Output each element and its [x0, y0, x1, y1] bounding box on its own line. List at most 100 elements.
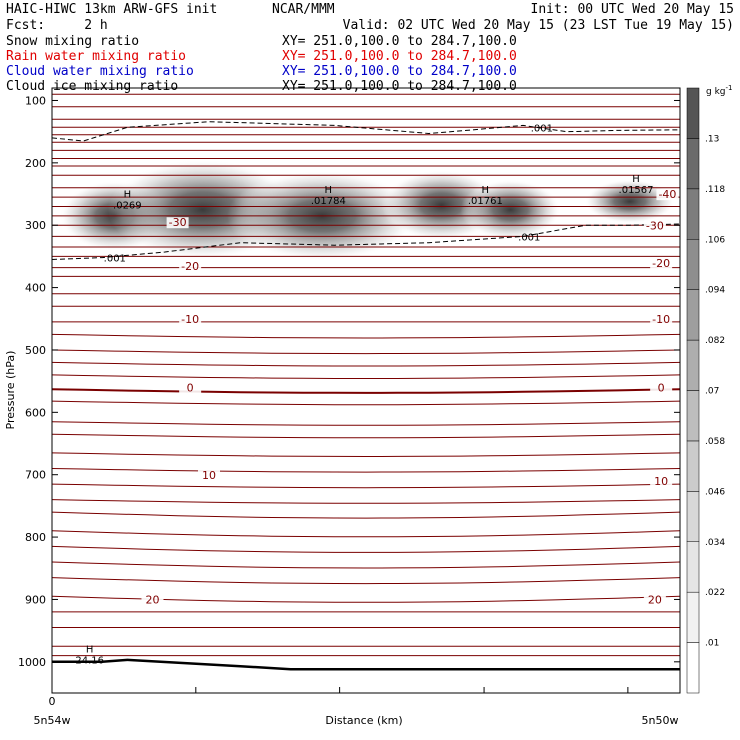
colorbar-swatch	[686, 491, 700, 543]
maximum-marker: H	[325, 185, 333, 196]
upper-dashed-contour	[52, 121, 680, 142]
isotherm-line	[52, 349, 680, 355]
colorbar-swatch	[686, 188, 700, 240]
colorbar-label: .106	[705, 235, 725, 245]
label-bg	[643, 594, 666, 606]
y-axis-label: Pressure (hPa)	[4, 351, 17, 430]
mixing-ratio-label: .001	[518, 232, 540, 243]
freezing-level-line	[52, 388, 680, 394]
colorbar-label: .058	[705, 437, 725, 447]
colorbar-swatch	[686, 239, 700, 290]
y-tick-label: 600	[25, 406, 46, 419]
center-name: NCAR/MMM	[272, 2, 335, 17]
y-tick-label: 400	[25, 282, 46, 295]
colorbar-swatch	[686, 440, 700, 492]
label-bg	[179, 313, 202, 325]
colorbar-label: .13	[705, 134, 719, 144]
mixing-ratio-contours	[52, 121, 680, 671]
isotherm-line	[52, 545, 680, 553]
init-time: Init: 00 UTC Wed 20 May 15	[531, 2, 735, 17]
cloud-shading	[460, 179, 561, 240]
maximum-value: 24.16	[75, 656, 104, 667]
colorbar-swatch	[686, 642, 700, 694]
colorbar-label: .07	[705, 387, 719, 397]
colorbar-label: .118	[705, 185, 725, 195]
x-tick-label: 0	[49, 695, 56, 708]
label-bg	[656, 189, 679, 201]
isotherm-line	[52, 361, 680, 367]
isotherm-line	[52, 333, 680, 339]
valid-time: Valid: 02 UTC Wed 20 May 15 (23 LST Tue …	[343, 18, 734, 33]
field-name: Cloud water mixing ratio	[6, 64, 194, 79]
colorbar-swatch	[686, 138, 700, 190]
x-start-label: 5n54w	[34, 714, 71, 727]
y-tick-label: 100	[25, 94, 46, 107]
temperature-label: 0	[187, 382, 194, 395]
label-bg	[650, 382, 673, 394]
y-tick-label: 1000	[18, 656, 46, 669]
label-bg	[166, 217, 189, 229]
colorbar-swatch	[686, 289, 700, 341]
temperature-label: 0	[658, 382, 665, 395]
maximum-value: .0269	[113, 200, 142, 211]
field-xy: XY= 251.0,100.0 to 284.7,100.0	[282, 34, 517, 49]
label-bg	[650, 476, 673, 488]
contour-labels: -40 -30 -30 -20 -20 -10 -10 0 0 10 10 20 20 .001 .001.…	[75, 123, 679, 667]
maximum-value: .01784	[311, 196, 346, 207]
field-name: Rain water mixing ratio	[6, 49, 186, 64]
y-tick-label: 300	[25, 219, 46, 232]
maximum-value: .01761	[468, 196, 503, 207]
forecast-hour: Fcst: 2 h	[6, 18, 108, 33]
label-bg	[650, 313, 673, 325]
field-xy: XY= 251.0,100.0 to 284.7,100.0	[282, 79, 517, 94]
label-bg	[650, 257, 673, 269]
x-end-label: 5n50w	[642, 714, 679, 727]
colorbar-swatch	[686, 87, 700, 139]
mixing-ratio-label: .001	[104, 254, 126, 265]
title-left: HAIC-HIWC 13km ARW-GFS init	[6, 2, 217, 17]
x-axis-label: Distance (km)	[325, 714, 402, 727]
colorbar-label: .022	[705, 588, 725, 598]
maximum-value: .01567	[619, 185, 654, 196]
temperature-label: -40	[658, 188, 676, 201]
label-bg	[141, 594, 164, 606]
colorbar-swatch	[686, 390, 700, 442]
label-bg	[198, 469, 220, 481]
colorbar-unit: g kg-1	[706, 84, 732, 97]
temperature-label: -30	[646, 219, 664, 232]
y-tick-label: 800	[25, 531, 46, 544]
label-bg	[643, 220, 666, 232]
label-bg	[179, 382, 202, 394]
isotherm-line	[52, 400, 680, 406]
surface-line	[52, 658, 680, 671]
colorbar-label: .046	[705, 487, 725, 497]
field-name: Snow mixing ratio	[6, 34, 139, 49]
temperature-label: -20	[652, 257, 670, 270]
colorbar-label: .082	[705, 336, 725, 346]
y-tick-label: 200	[25, 157, 46, 170]
colorbar-label: .094	[705, 286, 725, 296]
colorbar: .01 .022 .034 .046 .058 .07 .082 .094 .106 .118 .1…	[686, 87, 725, 694]
mixing-ratio-label: .001	[531, 123, 553, 134]
isotherm-line	[52, 468, 680, 473]
colorbar-label: .01	[705, 639, 719, 649]
temperature-label: 10	[654, 475, 668, 488]
temperature-label: 20	[648, 594, 662, 607]
field-xy: XY= 251.0,100.0 to 284.7,100.0	[282, 49, 517, 64]
temperature-label: -10	[652, 313, 670, 326]
isotherm-line	[52, 561, 680, 569]
lower-dashed-contour	[52, 223, 680, 260]
temperature-label: 10	[202, 469, 216, 482]
isotherm-line	[52, 452, 680, 458]
plot-frame	[51, 87, 681, 694]
temperature-label: -20	[181, 260, 199, 273]
isotherm-line	[52, 511, 680, 519]
temperature-label: 20	[145, 594, 159, 607]
isotherm-line	[52, 421, 680, 426]
label-bg	[179, 260, 202, 272]
isotherm-line	[52, 530, 680, 538]
isotherm-line	[52, 499, 680, 504]
y-tick-label: 900	[25, 593, 46, 606]
